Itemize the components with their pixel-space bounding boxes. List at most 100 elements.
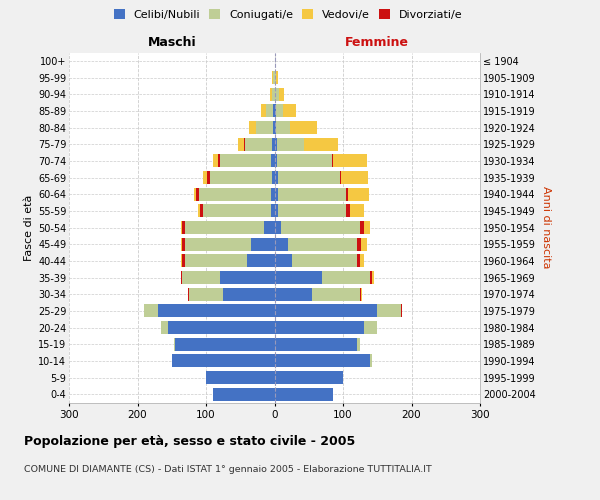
Bar bbox=[181, 254, 182, 268]
Bar bbox=[275, 121, 276, 134]
Bar bbox=[278, 171, 340, 184]
Bar bbox=[364, 221, 370, 234]
Bar bbox=[275, 238, 288, 250]
Bar bbox=[332, 154, 333, 168]
Bar bbox=[185, 238, 251, 250]
Bar bbox=[275, 304, 377, 318]
Bar bbox=[220, 154, 271, 168]
Bar bbox=[275, 388, 333, 400]
Bar bbox=[322, 271, 370, 284]
Bar bbox=[271, 154, 275, 168]
Bar bbox=[356, 238, 361, 250]
Bar bbox=[199, 188, 271, 200]
Bar bbox=[200, 204, 203, 218]
Bar bbox=[245, 138, 272, 150]
Bar bbox=[283, 104, 296, 118]
Y-axis label: Anni di nascita: Anni di nascita bbox=[541, 186, 551, 269]
Bar bbox=[275, 104, 276, 118]
Bar bbox=[275, 254, 292, 268]
Bar bbox=[161, 321, 169, 334]
Bar bbox=[196, 188, 199, 200]
Bar bbox=[272, 88, 275, 101]
Bar bbox=[203, 171, 206, 184]
Bar bbox=[145, 304, 158, 318]
Bar bbox=[361, 238, 367, 250]
Bar bbox=[273, 104, 275, 118]
Bar bbox=[169, 321, 275, 334]
Bar bbox=[290, 121, 317, 134]
Bar bbox=[275, 188, 278, 200]
Bar bbox=[275, 354, 370, 368]
Bar bbox=[182, 271, 220, 284]
Bar bbox=[292, 254, 356, 268]
Bar bbox=[194, 188, 196, 200]
Bar bbox=[370, 354, 372, 368]
Bar bbox=[181, 271, 182, 284]
Bar bbox=[188, 288, 189, 300]
Bar bbox=[181, 238, 182, 250]
Bar bbox=[360, 221, 364, 234]
Bar bbox=[333, 154, 367, 168]
Bar bbox=[275, 288, 312, 300]
Bar bbox=[275, 204, 278, 218]
Bar bbox=[272, 171, 275, 184]
Bar bbox=[158, 304, 275, 318]
Bar bbox=[275, 338, 356, 350]
Text: Femmine: Femmine bbox=[345, 36, 409, 49]
Bar bbox=[213, 388, 275, 400]
Bar bbox=[247, 254, 275, 268]
Bar bbox=[373, 271, 374, 284]
Bar bbox=[275, 154, 277, 168]
Bar bbox=[278, 188, 346, 200]
Bar bbox=[182, 221, 185, 234]
Bar bbox=[277, 154, 332, 168]
Bar bbox=[199, 204, 200, 218]
Bar bbox=[220, 271, 275, 284]
Bar bbox=[272, 138, 275, 150]
Bar bbox=[256, 121, 273, 134]
Bar bbox=[261, 104, 266, 118]
Bar bbox=[182, 254, 185, 268]
Bar bbox=[182, 238, 185, 250]
Bar bbox=[238, 138, 244, 150]
Bar bbox=[273, 121, 275, 134]
Bar bbox=[272, 71, 273, 84]
Bar bbox=[181, 221, 182, 234]
Bar bbox=[288, 238, 356, 250]
Bar bbox=[244, 138, 245, 150]
Bar bbox=[273, 71, 275, 84]
Bar bbox=[203, 204, 271, 218]
Bar bbox=[278, 88, 284, 101]
Bar bbox=[356, 254, 360, 268]
Bar bbox=[266, 104, 273, 118]
Bar bbox=[281, 221, 360, 234]
Bar bbox=[206, 371, 275, 384]
Bar bbox=[360, 288, 361, 300]
Bar bbox=[218, 154, 220, 168]
Bar bbox=[276, 71, 278, 84]
Bar bbox=[271, 188, 275, 200]
Bar bbox=[370, 271, 373, 284]
Bar bbox=[278, 204, 346, 218]
Bar bbox=[275, 71, 276, 84]
Bar bbox=[174, 338, 175, 350]
Bar bbox=[377, 304, 401, 318]
Bar bbox=[360, 254, 364, 268]
Bar bbox=[275, 271, 322, 284]
Text: COMUNE DI DIAMANTE (CS) - Dati ISTAT 1° gennaio 2005 - Elaborazione TUTTITALIA.I: COMUNE DI DIAMANTE (CS) - Dati ISTAT 1° … bbox=[24, 465, 432, 474]
Bar bbox=[210, 171, 272, 184]
Bar bbox=[312, 288, 360, 300]
Bar bbox=[251, 238, 275, 250]
Bar bbox=[340, 171, 341, 184]
Bar bbox=[364, 321, 377, 334]
Bar bbox=[172, 354, 275, 368]
Bar bbox=[346, 188, 349, 200]
Bar bbox=[275, 138, 277, 150]
Bar bbox=[213, 154, 218, 168]
Bar bbox=[349, 188, 369, 200]
Bar bbox=[206, 171, 210, 184]
Bar bbox=[175, 338, 275, 350]
Bar bbox=[185, 221, 264, 234]
Bar bbox=[361, 288, 362, 300]
Bar bbox=[346, 204, 350, 218]
